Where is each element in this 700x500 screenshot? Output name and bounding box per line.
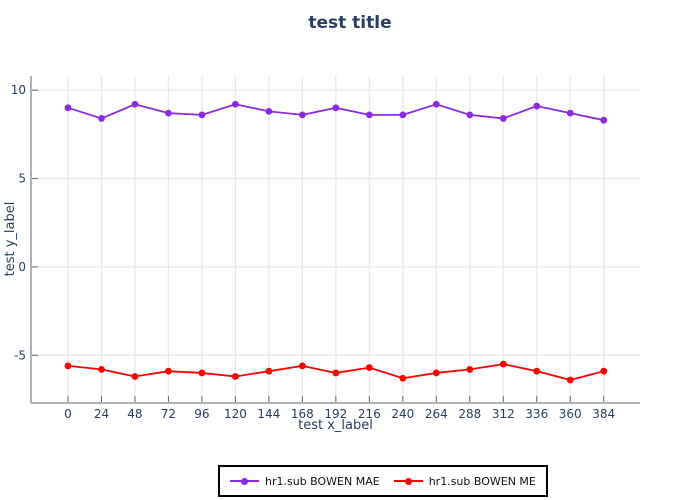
x-tick-label: 96	[194, 407, 209, 421]
data-point-marker	[399, 111, 407, 119]
y-tick-label: 10	[11, 83, 26, 97]
x-tick-label: 240	[391, 407, 414, 421]
data-point-marker	[365, 364, 373, 372]
y-tick-label: 5	[18, 172, 26, 186]
legend-label-bowen-me: hr1.sub BOWEN ME	[428, 474, 536, 488]
data-point-marker	[98, 115, 105, 122]
legend-entry-bowen-me[interactable]: hr1.sub BOWEN ME	[393, 474, 536, 488]
series-bowen-mae	[64, 100, 608, 124]
x-tick-label: 264	[425, 407, 448, 421]
x-tick-label: 24	[94, 407, 109, 421]
data-point-marker	[399, 374, 407, 382]
chart-title: test title	[308, 13, 392, 33]
x-tick-label: 336	[525, 407, 548, 421]
data-point-marker	[131, 373, 139, 380]
chart-canvas[interactable]: 0 24 48 72 96 120 144 168 192 216 240 264 288 312 336 3…	[0, 0, 700, 460]
y-tick-label: -5	[14, 348, 26, 362]
y-tick-label: 0	[18, 260, 26, 274]
x-tick-label: 0	[64, 407, 72, 421]
y-axis-title: test y_label	[3, 201, 18, 277]
series-bowen-me	[64, 360, 608, 384]
tick-labels: 0 24 48 72 96 120 144 168 192 216 240 264 288 312 336 3…	[11, 83, 615, 421]
x-tick-label: 48	[127, 407, 142, 421]
data-point-marker	[231, 100, 239, 108]
data-point-marker	[332, 104, 340, 112]
legend-entry-bowen-mae[interactable]: hr1.sub BOWEN MAE	[230, 475, 380, 488]
x-tick-label: 168	[291, 407, 314, 421]
data-point-marker	[165, 367, 172, 375]
axis-lines	[30, 76, 640, 404]
data-point-marker	[298, 111, 306, 119]
data-point-marker	[432, 369, 440, 377]
data-point-marker	[231, 373, 239, 380]
data-point-marker	[566, 109, 574, 117]
data-point-marker	[499, 115, 507, 122]
line-marker-swatch-purple-icon	[230, 477, 259, 486]
data-point-marker	[533, 367, 541, 375]
data-point-marker	[533, 102, 541, 110]
data-point-marker	[499, 360, 507, 368]
data-point-marker	[332, 369, 340, 377]
x-tick-label: 288	[458, 407, 481, 421]
grid-layer	[31, 76, 640, 403]
data-point-marker	[98, 366, 105, 373]
data-point-marker	[265, 107, 273, 115]
x-tick-label: 360	[559, 407, 582, 421]
x-tick-label: 144	[257, 407, 280, 421]
data-point-marker	[466, 111, 474, 119]
tick-marks	[32, 89, 605, 402]
data-point-marker	[64, 104, 72, 112]
x-tick-label: 312	[492, 407, 515, 421]
data-point-marker	[198, 369, 206, 377]
data-point-marker	[198, 111, 206, 119]
data-point-marker	[165, 109, 172, 117]
data-point-marker	[432, 100, 440, 108]
data-point-marker	[600, 367, 608, 375]
data-point-marker	[131, 100, 139, 108]
x-tick-label: 192	[324, 407, 347, 421]
data-point-marker	[365, 111, 373, 119]
data-point-marker	[265, 367, 273, 375]
legend: hr1.sub BOWEN MAE hr1.sub BOWEN ME	[218, 465, 548, 497]
x-tick-label: 384	[592, 407, 615, 421]
x-tick-label: 72	[161, 407, 176, 421]
line-marker-swatch-red-icon	[393, 477, 423, 486]
x-tick-label: 120	[224, 407, 247, 421]
x-tick-label: 216	[358, 407, 381, 421]
x-axis-title: test x_label	[298, 418, 373, 433]
legend-label-bowen-mae: hr1.sub BOWEN MAE	[265, 474, 380, 488]
data-point-marker	[298, 362, 306, 370]
data-point-marker	[466, 366, 474, 373]
data-point-marker	[566, 376, 574, 384]
data-point-marker	[64, 362, 72, 370]
data-point-marker	[600, 116, 608, 124]
